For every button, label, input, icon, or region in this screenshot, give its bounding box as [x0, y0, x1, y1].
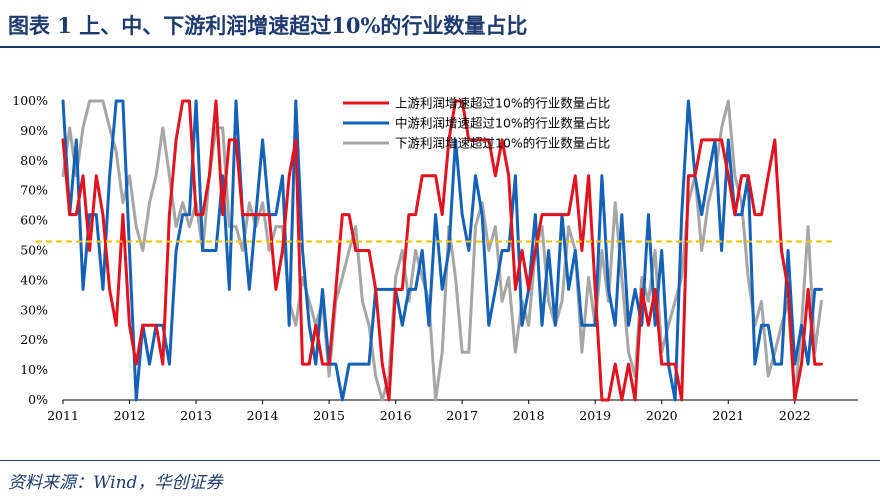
x-tick-label: 2022 [779, 408, 811, 423]
legend-label: 下游利润增速超过10%的行业数量占比 [395, 136, 610, 151]
x-tick-label: 2012 [114, 408, 146, 423]
y-axis-ticks: 0% 10% 20% 30% 40% 50% 60% 70% 80% 90% 100% [12, 93, 48, 407]
line-chart: 0%10%20%30%40%50%60%70%80%90%100% 2011 20… [12, 93, 858, 423]
x-tick-label: 2014 [247, 408, 279, 423]
x-tick-label: 2017 [446, 408, 478, 423]
x-tick-label: 2015 [313, 408, 345, 423]
legend: 上游利润增速超过10%的行业数量占比中游利润增速超过10%的行业数量占比下游利润… [343, 96, 610, 151]
x-tick-label: 2019 [579, 408, 611, 423]
source-note: 资料来源：Wind，华创证券 [8, 473, 223, 493]
x-tick-label: 2013 [180, 408, 212, 423]
y-tick-label: 60% [20, 213, 48, 228]
y-tick-label: 30% [20, 302, 48, 317]
x-tick-label: 2016 [380, 408, 412, 423]
legend-label: 上游利润增速超过10%的行业数量占比 [395, 96, 610, 111]
y-tick-label: 40% [20, 272, 48, 287]
y-tick-label: 80% [20, 153, 48, 168]
source-divider [0, 460, 880, 461]
y-tick-label: 20% [20, 332, 48, 347]
x-tick-label: 2020 [646, 408, 678, 423]
x-tick-label: 2018 [513, 408, 545, 423]
figure-title: 图表 1 上、中、下游利润增速超过10%的行业数量占比 [8, 13, 528, 38]
y-tick-label: 0% [28, 392, 48, 407]
series-lines [61, 99, 823, 402]
y-tick-label: 50% [20, 243, 48, 258]
y-tick-label: 70% [20, 183, 48, 198]
series-line-0 [61, 99, 823, 402]
y-tick-label: 100% [12, 93, 48, 108]
x-tick-label: 2011 [47, 408, 79, 423]
y-tick-label: 10% [20, 362, 48, 377]
title-divider [0, 46, 880, 48]
y-tick-label: 90% [20, 123, 48, 138]
x-tick-label: 2021 [712, 408, 744, 423]
legend-label: 中游利润增速超过10%的行业数量占比 [395, 116, 610, 131]
x-axis-ticks: 2011 2012 2013 2014 2015 2016 2017 2018 2019 2020… [47, 400, 811, 423]
